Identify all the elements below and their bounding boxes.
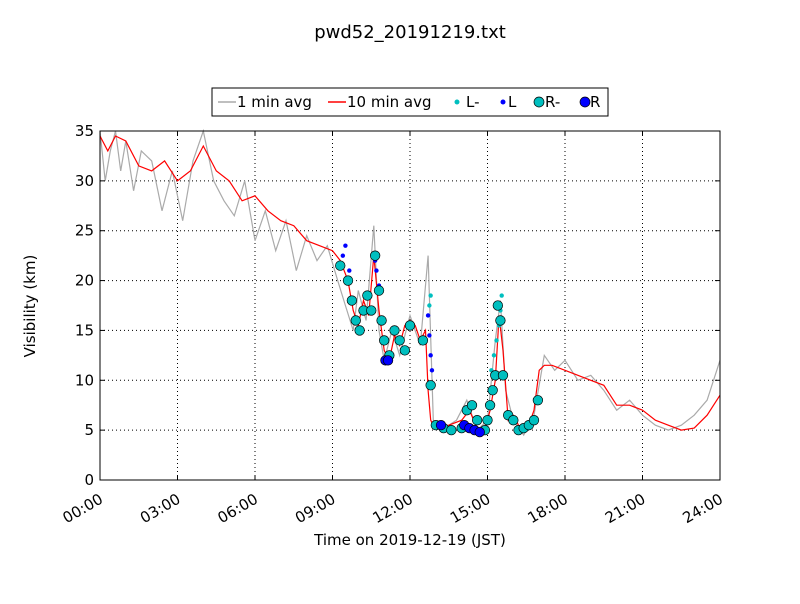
marker-R-minus [399, 345, 410, 356]
marker-L [425, 313, 431, 318]
legend-label: L [508, 93, 517, 111]
y-tick-label: 25 [75, 222, 94, 240]
marker-L [427, 333, 432, 338]
x-axis-label: Time on 2019-12-19 (JST) [313, 531, 506, 549]
legend-dot-swatch [579, 96, 591, 108]
marker-L [343, 243, 348, 248]
marker-L [429, 368, 435, 373]
marker-R [474, 426, 485, 438]
y-tick-label: 10 [75, 371, 94, 389]
marker-R-minus [366, 305, 377, 316]
marker-R-minus [335, 260, 346, 271]
x-tick-label: 00:00 [60, 490, 106, 527]
marker-R-minus [508, 415, 519, 426]
marker-R-minus [362, 290, 373, 301]
marker-L-minus [494, 338, 499, 343]
marker-R [382, 355, 394, 366]
marker-R-minus [404, 320, 416, 331]
legend-dot-swatch [533, 96, 545, 108]
legend-label: 1 min avg [237, 93, 312, 111]
marker-R-minus [472, 415, 483, 426]
x-tick-label: 09:00 [292, 490, 338, 527]
legend-dot-swatch [500, 99, 506, 105]
gridlines [100, 131, 720, 480]
marker-L [374, 268, 379, 273]
y-tick-label: 5 [84, 421, 94, 439]
y-tick-label: 35 [75, 122, 94, 140]
marker-R-minus [482, 415, 493, 426]
marker-L [340, 253, 346, 258]
y-tick-label: 0 [84, 471, 94, 489]
y-tick-label: 20 [75, 272, 94, 290]
marker-R-minus [446, 424, 457, 436]
legend-label: 10 min avg [347, 93, 432, 111]
y-axis-label: Visibility (km) [21, 255, 39, 358]
marker-R-minus [487, 385, 498, 396]
legend-dot-swatch [454, 99, 460, 105]
y-tick-label: 15 [75, 321, 94, 339]
marker-R-minus [342, 275, 354, 286]
marker-R-minus [484, 400, 496, 411]
marker-R-minus [492, 300, 503, 311]
chart-title: pwd52_20191219.txt [314, 22, 506, 43]
marker-R-minus [389, 325, 400, 336]
marker-L [428, 353, 433, 358]
x-tick-label: 06:00 [215, 490, 261, 527]
x-tick-label: 18:00 [525, 490, 571, 527]
plot-area [99, 128, 721, 438]
marker-R-minus [354, 325, 365, 336]
marker-R [435, 420, 447, 431]
marker-R-minus [425, 380, 436, 391]
marker-L-minus [427, 303, 432, 308]
axes: 00:00 03:00 06:00 09:00 12:00 15:00 18:00 21:00… [60, 122, 726, 527]
marker-R-minus [376, 315, 387, 326]
marker-L-minus [491, 353, 497, 358]
marker-R-minus [532, 395, 544, 406]
marker-R-minus [346, 295, 358, 306]
marker-L-minus [428, 293, 433, 298]
marker-R-minus [369, 250, 381, 261]
legend-label: L- [466, 93, 480, 111]
marker-R-minus [528, 415, 540, 426]
legend: 1 min avg 10 min avg L- L R- R [211, 87, 609, 117]
x-tick-label: 12:00 [370, 490, 416, 527]
y-tick-label: 30 [75, 172, 94, 190]
x-tick-label: 03:00 [137, 490, 183, 527]
legend-label: R- [545, 93, 560, 111]
marker-R-minus [417, 335, 429, 346]
marker-R-minus [466, 400, 478, 411]
x-tick-label: 24:00 [680, 490, 726, 527]
marker-R-minus [497, 370, 509, 381]
marker-L-minus [499, 293, 504, 298]
marker-R-minus [394, 335, 405, 346]
x-tick-label: 15:00 [447, 490, 493, 527]
legend-label: R [590, 93, 600, 111]
series-line-1min [99, 128, 721, 437]
x-tick-label: 21:00 [602, 490, 648, 527]
marker-L [347, 268, 352, 273]
marker-R-minus [373, 285, 385, 296]
marker-R-minus [350, 315, 361, 326]
marker-R-minus [495, 315, 506, 326]
marker-R-minus [379, 335, 390, 346]
